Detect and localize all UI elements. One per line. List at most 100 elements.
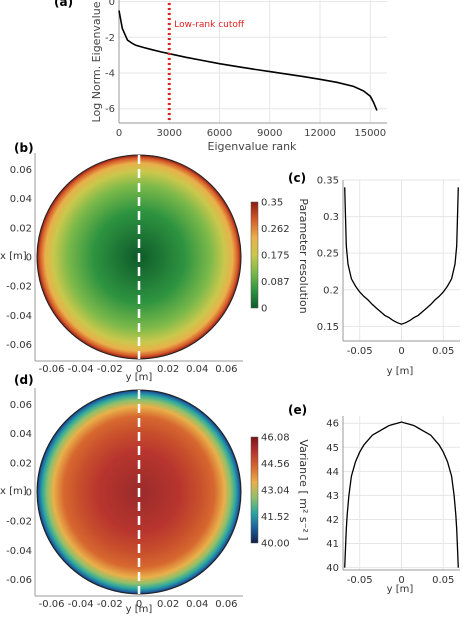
panel-a-ytick-label: -2: [105, 33, 115, 44]
panel-b-colorbar-tick-label: 0.087: [261, 277, 290, 288]
panel-d-xtick-label: 0.04: [186, 599, 208, 610]
panel-b-colorbar-tick-label: 0.175: [261, 251, 290, 262]
panel-e-label: (e): [288, 403, 307, 417]
panel-b-colorbar-tick-label: 0.262: [261, 224, 290, 235]
panel-a-eigenvalue-line: [118, 10, 378, 111]
panel-d-ytick-label: 0.04: [10, 429, 32, 440]
panel-d-colorbar-tick-label: 40.00: [261, 539, 290, 550]
panel-a: (a) 0 3000 6000 9000 12000 15000 -6 -4 -2 0 Low-r…: [54, 0, 387, 153]
panel-a-xtick-label: 6000: [207, 128, 232, 139]
panel-d-colorbar-tick-label: 43.04: [261, 486, 290, 497]
panel-d-xtick-label: 0.02: [157, 599, 179, 610]
panel-a-ticks: 0 3000 6000 9000 12000 15000 -6 -4 -2 0: [105, 0, 386, 139]
panel-d-ytick-label: -0.06: [6, 575, 32, 586]
panel-b-ylabel: x [m]: [0, 251, 27, 262]
panel-a-xtick-label: 15000: [354, 128, 386, 139]
panel-b-xlabel: y [m]: [126, 372, 153, 383]
panel-e-ytick-label: 45: [326, 443, 339, 454]
panel-c-profile-line: [344, 187, 459, 325]
panel-b-colorbar-tick-label: 0.35: [261, 198, 283, 209]
panel-b-ytick-label: 0.02: [10, 223, 32, 234]
panel-c: (c) -0.05 0 0.05 0.15 0.2 0.25 0.3 0.35 y [m]: [288, 171, 460, 377]
panel-b-xtick-label: -0.04: [68, 364, 94, 375]
panel-e-profile-line: [344, 421, 459, 568]
panel-c-label: (c): [288, 171, 306, 185]
panel-e-ytick-label: 42: [326, 515, 339, 526]
panel-d-ytick-label: 0.06: [10, 400, 32, 411]
panel-d-label: (d): [14, 373, 34, 387]
panel-e-ytick-label: 46: [326, 419, 339, 430]
panel-b-ytick-label: -0.04: [6, 311, 32, 322]
panel-b-axes: -0.06 -0.04 -0.02 0 0.02 0.04 0.060.060.040.02…: [6, 153, 243, 375]
panel-a-xlabel: Eigenvalue rank: [208, 140, 298, 153]
panel-c-xlabel: y [m]: [387, 366, 414, 377]
panel-d-axes: -0.06 -0.04 -0.02 0 0.02 0.04 0.060.060.040.02…: [6, 388, 243, 610]
panel-a-ytick-label: -6: [105, 104, 115, 115]
panel-a-ytick-label: -4: [105, 69, 115, 80]
panel-e-ytick-label: 40: [326, 563, 339, 574]
panel-c-xtick-label: 0.05: [432, 346, 454, 357]
panel-d-colorbar-tick-label: 41.52: [261, 512, 290, 523]
panel-d: (d) -0.06 -0.04 -0.02 0 0.02 0.04 0.060.060.04…: [0, 373, 310, 615]
panel-d-xtick-label: 0.06: [215, 599, 237, 610]
panel-d-ytick-label: 0.02: [10, 458, 32, 469]
panel-a-xtick-label: 0: [116, 128, 122, 139]
panel-b-xtick-label: -0.06: [39, 364, 65, 375]
panel-c-ytick-label: 0.2: [323, 285, 339, 296]
panel-a-grid: [118, 0, 387, 124]
panel-b-xtick-label: 0.06: [215, 364, 237, 375]
panel-d-colorbar-ticks: 46.08 44.56 43.04 41.52 40.00: [261, 433, 290, 550]
panel-d-ylabel: x [m]: [0, 486, 27, 497]
panel-b-ytick-label: 0.06: [10, 165, 32, 176]
panel-b-label: (b): [14, 141, 34, 155]
panel-e-ytick-label: 43: [326, 491, 339, 502]
panel-d-colorbar: [250, 436, 259, 544]
panel-a-ylabel: Log Norm. Eigenvalue: [90, 1, 103, 122]
panel-b-colorbar: [250, 201, 259, 309]
panel-b-colorbar-label: Parameter resolution: [297, 198, 310, 313]
panel-c-ytick-label: 0.25: [317, 249, 339, 260]
panel-e-xlabel: y [m]: [387, 584, 414, 595]
panel-e-xtick-label: 0: [398, 575, 404, 586]
panel-d-xtick-label: 0: [136, 599, 142, 610]
panel-b-ytick-label: -0.02: [6, 282, 32, 293]
panel-e-grid: [342, 416, 460, 571]
panel-d-colorbar-label: Variance [ m² s⁻² ]: [297, 439, 310, 540]
panel-a-annotation: Low-rank cutoff: [174, 20, 245, 30]
panel-b-xtick-label: 0: [136, 364, 142, 375]
panel-c-ytick-label: 0.35: [317, 176, 339, 187]
panel-b-xtick-label: -0.02: [97, 364, 123, 375]
panel-b-colorbar-ticks: 0.35 0.262 0.175 0.087 0: [261, 198, 290, 315]
panel-a-ytick-label: 0: [109, 0, 115, 8]
panel-d-ytick-label: 0: [26, 488, 32, 499]
panel-a-label: (a): [54, 0, 73, 9]
panel-d-ytick-label: -0.02: [6, 517, 32, 528]
panel-d-xtick-label: -0.06: [39, 599, 65, 610]
panel-a-xtick-label: 9000: [257, 128, 282, 139]
panel-d-xlabel: y [m]: [126, 604, 153, 615]
panel-b-colorbar-tick-label: 0: [261, 304, 267, 315]
panel-e-xtick-label: -0.05: [347, 575, 373, 586]
panel-c-ytick-label: 0.15: [317, 322, 339, 333]
panel-e-ytick-label: 44: [326, 467, 339, 478]
panel-e-ticks: -0.05 0 0.05 40 41 42 43 44 45 46: [326, 419, 454, 586]
panel-d-xtick-label: -0.04: [68, 599, 94, 610]
panel-b-ytick-label: -0.06: [6, 340, 32, 351]
panel-d-xtick-label: -0.02: [97, 599, 123, 610]
panel-b-xtick-label: 0.04: [186, 364, 208, 375]
panel-b-xtick-label: 0.02: [157, 364, 179, 375]
panel-b-ytick-label: 0: [26, 253, 32, 264]
panel-d-colorbar-tick-label: 44.56: [261, 459, 290, 470]
panel-e-xtick-label: 0.05: [432, 575, 454, 586]
panel-c-grid: [342, 179, 460, 342]
panel-c-ytick-label: 0.3: [323, 212, 339, 223]
panel-c-ticks: -0.05 0 0.05 0.15 0.2 0.25 0.3 0.35: [317, 176, 455, 358]
panel-d-colorbar-tick-label: 46.08: [261, 433, 290, 444]
panel-a-xtick-label: 3000: [157, 128, 182, 139]
panel-c-xtick-label: -0.05: [347, 346, 373, 357]
panel-d-ytick-label: -0.04: [6, 546, 32, 557]
panel-b: (b) -0.06 -0.04 -0.02 0 0.02 0.04 0.060.060.04…: [0, 141, 310, 383]
panel-a-xtick-label: 12000: [304, 128, 336, 139]
panel-b-ytick-label: 0.04: [10, 194, 32, 205]
